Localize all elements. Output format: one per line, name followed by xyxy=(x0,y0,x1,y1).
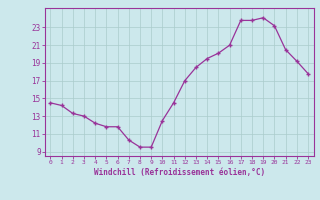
X-axis label: Windchill (Refroidissement éolien,°C): Windchill (Refroidissement éolien,°C) xyxy=(94,168,265,177)
